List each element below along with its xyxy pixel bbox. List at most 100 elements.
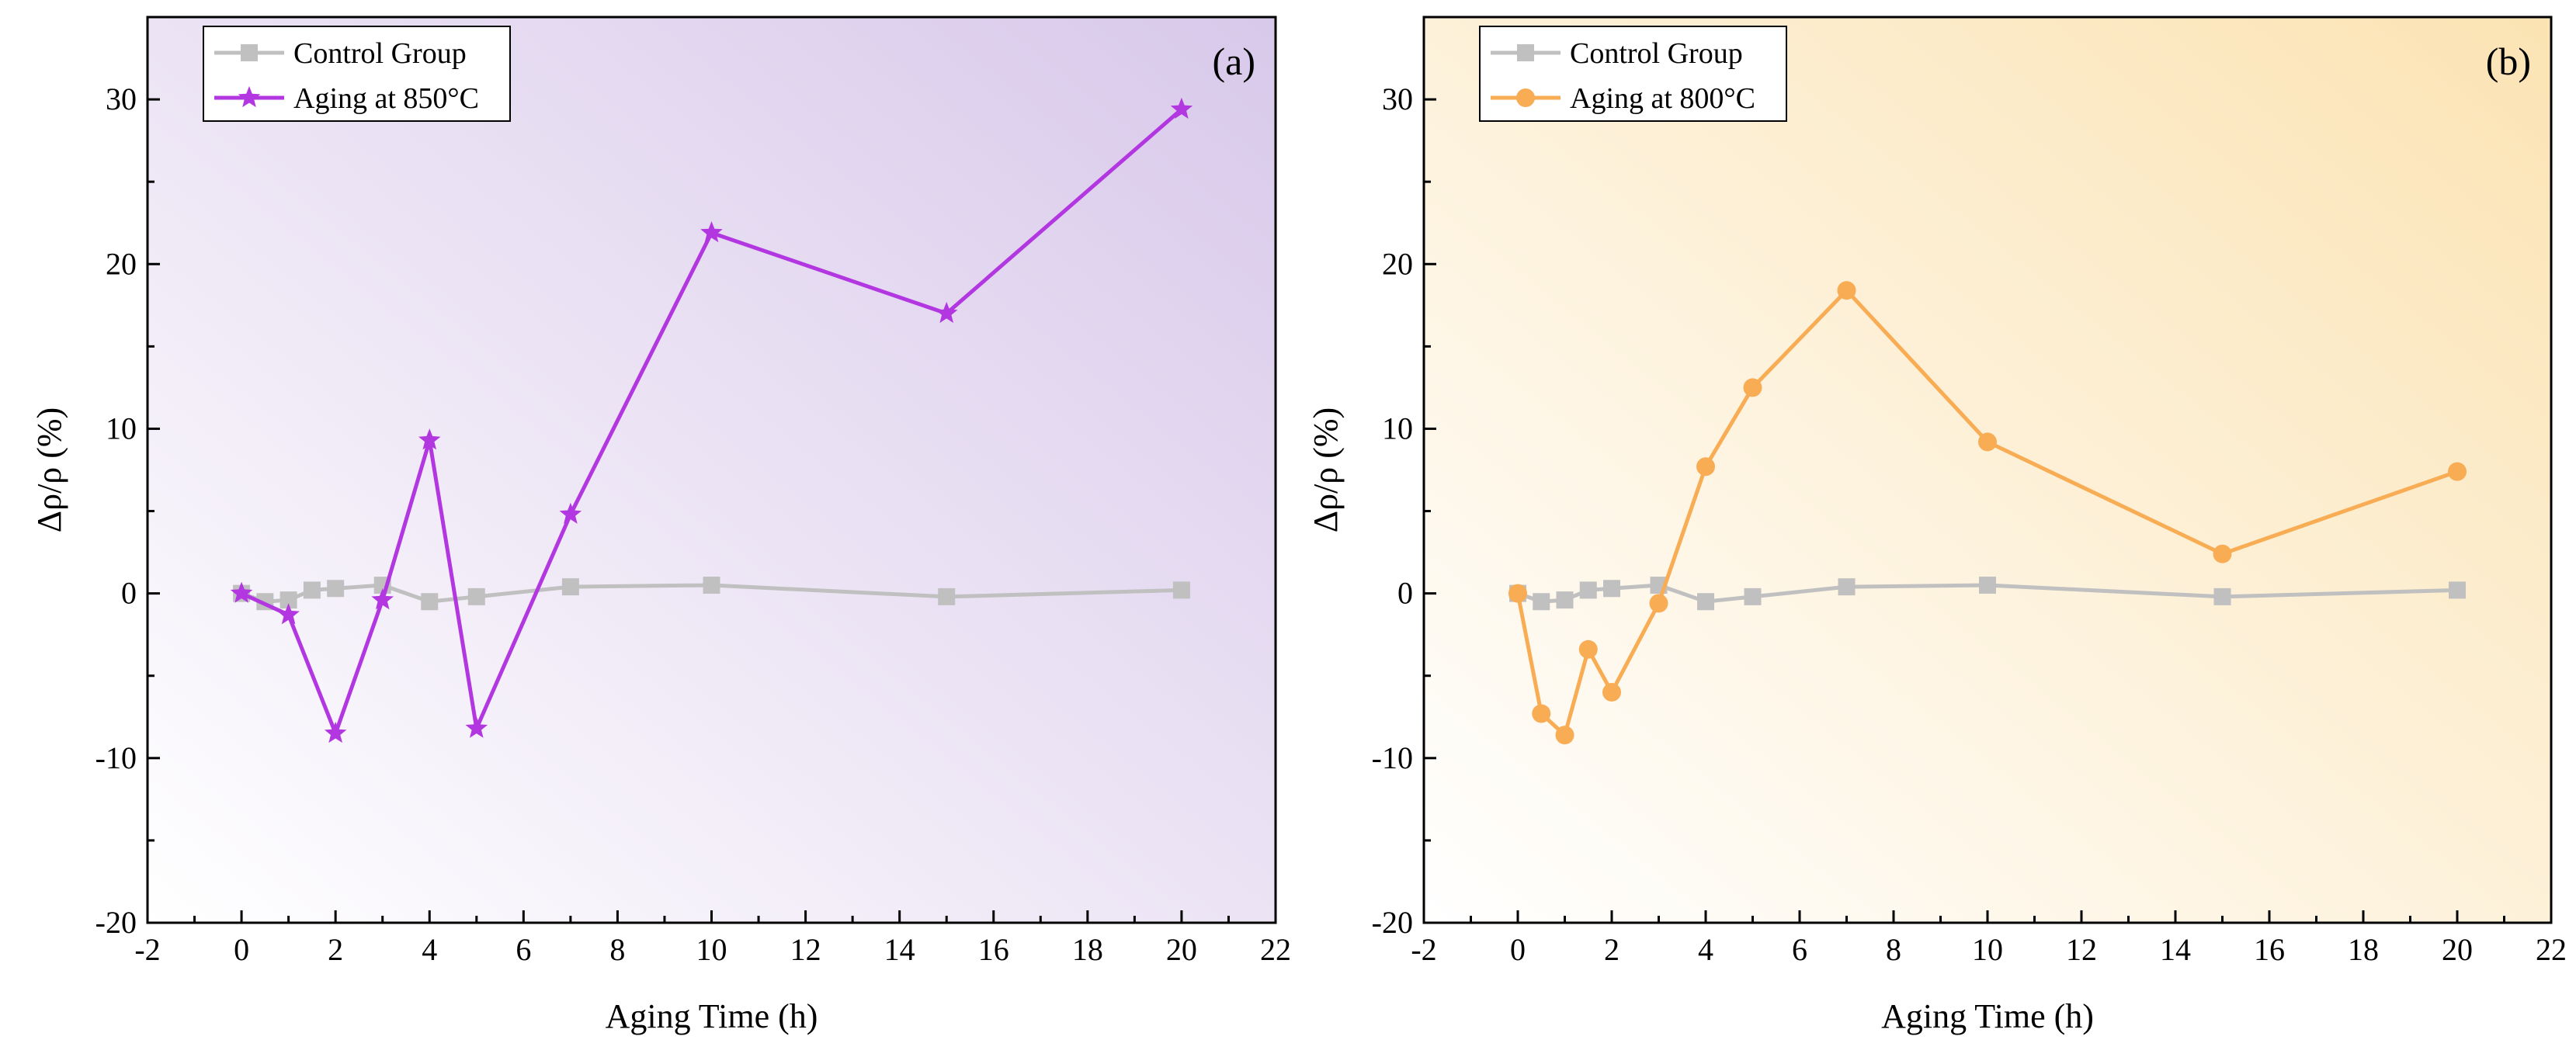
x-tick-label: 18	[1072, 932, 1103, 967]
legend-marker	[1516, 88, 1535, 107]
chart-panel-a: -2 0 2 4 6 8 10 12 14 16 18 20 22-20-100102030Aging …	[30, 16, 1291, 1035]
data-point	[1697, 593, 1714, 611]
y-tick-label: -20	[95, 905, 137, 940]
data-point	[1579, 581, 1597, 599]
x-tick-label: 6	[516, 932, 531, 967]
legend-marker	[241, 44, 258, 61]
x-tick-label: -2	[134, 932, 160, 967]
data-point	[2213, 587, 2231, 605]
data-point	[303, 581, 321, 599]
y-tick-label: 10	[1382, 411, 1413, 445]
y-tick-label: 0	[1397, 576, 1413, 611]
x-tick-label: 12	[2066, 932, 2097, 967]
data-point	[1172, 581, 1190, 599]
data-point	[327, 580, 345, 598]
data-point	[938, 587, 956, 605]
data-point	[421, 593, 439, 611]
y-tick-label: 30	[106, 81, 137, 116]
x-tick-label: 22	[1260, 932, 1291, 967]
x-tick-label: 14	[2160, 932, 2191, 967]
data-point	[277, 603, 300, 625]
x-tick-label: 20	[2442, 932, 2473, 967]
data-point	[1533, 593, 1550, 611]
data-point	[1649, 594, 1668, 613]
x-axis-title: Aging Time (h)	[606, 997, 818, 1035]
y-tick-label: -10	[95, 740, 137, 775]
y-tick-label: -10	[1372, 740, 1413, 775]
data-point	[1556, 591, 1574, 609]
data-point	[1978, 432, 1997, 452]
data-point	[703, 577, 720, 594]
data-point	[1744, 587, 1762, 605]
legend-marker	[1517, 44, 1534, 61]
data-point	[418, 428, 441, 450]
legend: Control Group Aging at 800°C	[1479, 26, 1787, 122]
y-tick-label: 30	[1382, 81, 1413, 116]
legend-label: Control Group	[1570, 37, 1743, 70]
data-point	[1170, 97, 1193, 119]
legend-label: Aging at 800°C	[1570, 82, 1755, 115]
data-point	[1743, 378, 1762, 397]
y-axis-title: Δρ/ρ (%)	[1307, 407, 1345, 532]
x-tick-label: 6	[1792, 932, 1807, 967]
data-point	[465, 716, 488, 738]
series-control-group	[233, 577, 1190, 611]
data-point	[935, 301, 958, 324]
data-point	[279, 591, 297, 609]
x-tick-label: 0	[234, 932, 249, 967]
data-point	[700, 221, 723, 243]
plot-frame	[1422, 16, 2553, 924]
x-tick-label: 2	[1604, 932, 1620, 967]
data-point	[1602, 682, 1621, 702]
x-axis-title: Aging Time (h)	[1881, 997, 2094, 1035]
data-point	[324, 722, 347, 743]
y-axis-title: Δρ/ρ (%)	[30, 407, 68, 532]
x-tick-label: 10	[1972, 932, 2003, 967]
series-aging	[1508, 281, 2467, 745]
y-tick-label: 20	[1382, 246, 1413, 281]
panel-label: (b)	[2486, 40, 2531, 83]
x-tick-label: 16	[2254, 932, 2285, 967]
x-tick-label: 16	[978, 932, 1009, 967]
x-tick-label: 8	[609, 932, 625, 967]
data-point	[1603, 580, 1620, 598]
data-point	[1837, 281, 1856, 300]
series-aging	[230, 97, 1193, 743]
legend-label: Aging at 850°C	[293, 82, 479, 115]
data-point	[1578, 639, 1598, 659]
x-tick-label: 14	[884, 932, 915, 967]
x-tick-label: 8	[1886, 932, 1901, 967]
data-point	[1532, 704, 1551, 723]
legend-marker	[238, 86, 261, 108]
data-point	[561, 578, 579, 596]
y-tick-label: -20	[1372, 905, 1413, 940]
x-tick-label: 18	[2348, 932, 2379, 967]
data-point	[1838, 578, 1856, 596]
data-point	[2213, 544, 2232, 563]
data-point	[230, 581, 253, 603]
x-tick-label: 4	[422, 932, 437, 967]
x-tick-label: 4	[1698, 932, 1713, 967]
legend-label: Control Group	[293, 37, 467, 70]
series-line	[241, 107, 1183, 736]
legend: Control Group Aging at 850°C	[203, 26, 511, 122]
data-point	[1508, 584, 1527, 603]
chart-panel-b: -2 0 2 4 6 8 10 12 14 16 18 20 22-20-100102030Aging …	[1307, 16, 2567, 1035]
x-tick-label: -2	[1411, 932, 1436, 967]
data-point	[559, 502, 582, 524]
y-tick-label: 10	[106, 411, 137, 445]
plot-frame	[146, 16, 1277, 924]
y-tick-label: 0	[121, 576, 137, 611]
data-point	[1555, 726, 1574, 745]
plot-background	[1424, 17, 2551, 923]
x-tick-label: 0	[1510, 932, 1526, 967]
data-point	[2449, 581, 2466, 599]
x-tick-label: 12	[790, 932, 821, 967]
data-point	[2448, 462, 2467, 481]
data-point	[371, 588, 394, 610]
data-point	[1979, 577, 1996, 594]
x-tick-label: 2	[328, 932, 343, 967]
data-point	[1696, 457, 1715, 477]
panel-label: (a)	[1213, 40, 1256, 83]
